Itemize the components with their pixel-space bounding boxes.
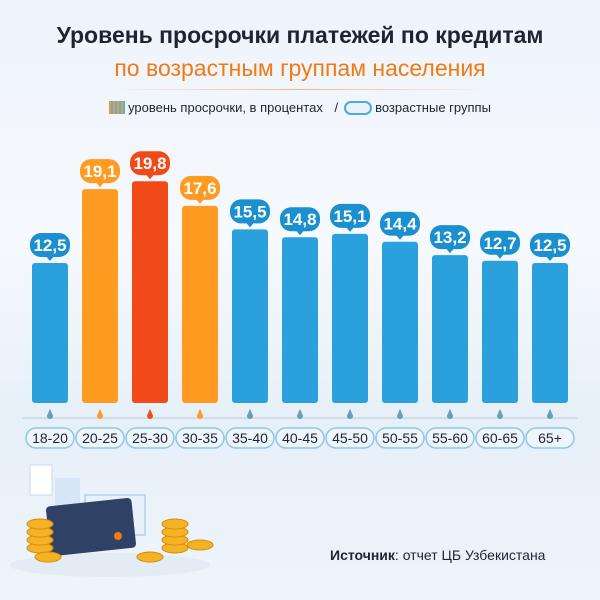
coin-icon xyxy=(34,551,62,563)
drop-icon-base xyxy=(347,413,353,419)
category-pill xyxy=(275,427,325,449)
value-label: 12,5 xyxy=(533,236,566,255)
value-label: 12,7 xyxy=(483,234,516,253)
drop-icon-base xyxy=(247,413,253,419)
value-label: 13,2 xyxy=(433,228,466,247)
bar xyxy=(332,233,368,403)
category-pill xyxy=(425,427,475,449)
category-pill xyxy=(125,427,175,449)
value-label-bg xyxy=(130,151,170,176)
bar xyxy=(232,229,268,403)
value-label: 15,5 xyxy=(233,202,266,221)
value-label-bg xyxy=(230,199,270,224)
bar xyxy=(132,181,168,403)
chart-subtitle: по возрастным группам населения xyxy=(114,55,486,81)
category-label: 35-40 xyxy=(232,430,268,446)
category-pill xyxy=(325,427,375,449)
document-icon xyxy=(55,478,80,508)
divider xyxy=(110,89,490,90)
coin-icon xyxy=(26,518,54,530)
coin-icon xyxy=(161,518,189,530)
bar xyxy=(182,205,218,403)
category-pill xyxy=(375,427,425,449)
bar xyxy=(82,189,118,403)
category-pill xyxy=(175,427,225,449)
category-label: 55-60 xyxy=(432,430,468,446)
legend-groups-label: возрастные группы xyxy=(375,100,491,116)
value-label: 19,8 xyxy=(133,154,166,173)
value-label: 12,5 xyxy=(33,236,66,255)
drop-icon-base xyxy=(397,413,403,419)
source-label: Источник xyxy=(330,547,395,563)
category-pill xyxy=(525,427,575,449)
legend-separator: / xyxy=(334,100,339,116)
bar xyxy=(432,255,468,403)
legend: уровень просрочки, в процентах / возрастн… xyxy=(0,99,600,115)
drop-icon-base xyxy=(497,413,503,419)
drop-icon-base xyxy=(47,413,53,419)
source-note: Источник: отчет ЦБ Узбекистана xyxy=(322,542,554,568)
category-label: 50-55 xyxy=(382,430,418,446)
category-pill xyxy=(475,427,525,449)
bar xyxy=(32,263,68,403)
drop-icon-base xyxy=(147,413,153,419)
credit-card-illustration xyxy=(10,464,214,577)
category-label: 25-30 xyxy=(132,430,168,446)
value-label: 15,1 xyxy=(333,207,366,226)
value-label-bg xyxy=(280,207,320,232)
category-pill xyxy=(225,427,275,449)
bar xyxy=(532,263,568,403)
value-label-bg xyxy=(530,233,570,257)
legend-values-label: уровень просрочки, в процентах xyxy=(128,100,323,116)
coin-icon xyxy=(136,551,164,563)
bar xyxy=(382,241,418,403)
category-label: 18-20 xyxy=(32,430,68,446)
category-label: 30-35 xyxy=(182,430,218,446)
category-label: 40-45 xyxy=(282,430,318,446)
chart-title: Уровень просрочки платежей по кредитам xyxy=(56,22,544,48)
drop-icon-base xyxy=(297,413,303,419)
drop-icon-base xyxy=(547,413,553,419)
value-label: 14,8 xyxy=(283,210,316,229)
category-pill xyxy=(75,427,125,449)
drop-icon-base xyxy=(447,413,453,419)
bar-chart-icon xyxy=(109,101,126,115)
drop-icon-base xyxy=(97,413,103,419)
card-chip xyxy=(114,532,122,540)
pill-icon xyxy=(344,100,373,115)
category-label: 20-25 xyxy=(82,430,118,446)
category-label: 45-50 xyxy=(332,430,368,446)
bar xyxy=(282,237,318,403)
category-label: 65+ xyxy=(538,430,562,446)
bar xyxy=(482,260,518,403)
source-text: : отчет ЦБ Узбекистана xyxy=(394,547,546,563)
value-label-bg xyxy=(480,230,520,255)
drop-icon-base xyxy=(197,413,203,419)
value-label-bg xyxy=(180,175,220,200)
value-label: 19,1 xyxy=(83,162,116,181)
value-label-bg xyxy=(30,233,70,257)
value-label-bg xyxy=(330,203,370,228)
category-pill xyxy=(25,427,75,449)
value-label-bg xyxy=(430,225,470,250)
value-label: 17,6 xyxy=(183,179,216,198)
document-icon xyxy=(29,464,53,496)
value-label-bg xyxy=(380,211,420,236)
category-label: 60-65 xyxy=(482,430,518,446)
value-label: 14,4 xyxy=(383,215,417,234)
value-label-bg xyxy=(80,159,120,184)
credit-card-icon xyxy=(46,498,136,556)
coin-icon xyxy=(186,539,214,551)
